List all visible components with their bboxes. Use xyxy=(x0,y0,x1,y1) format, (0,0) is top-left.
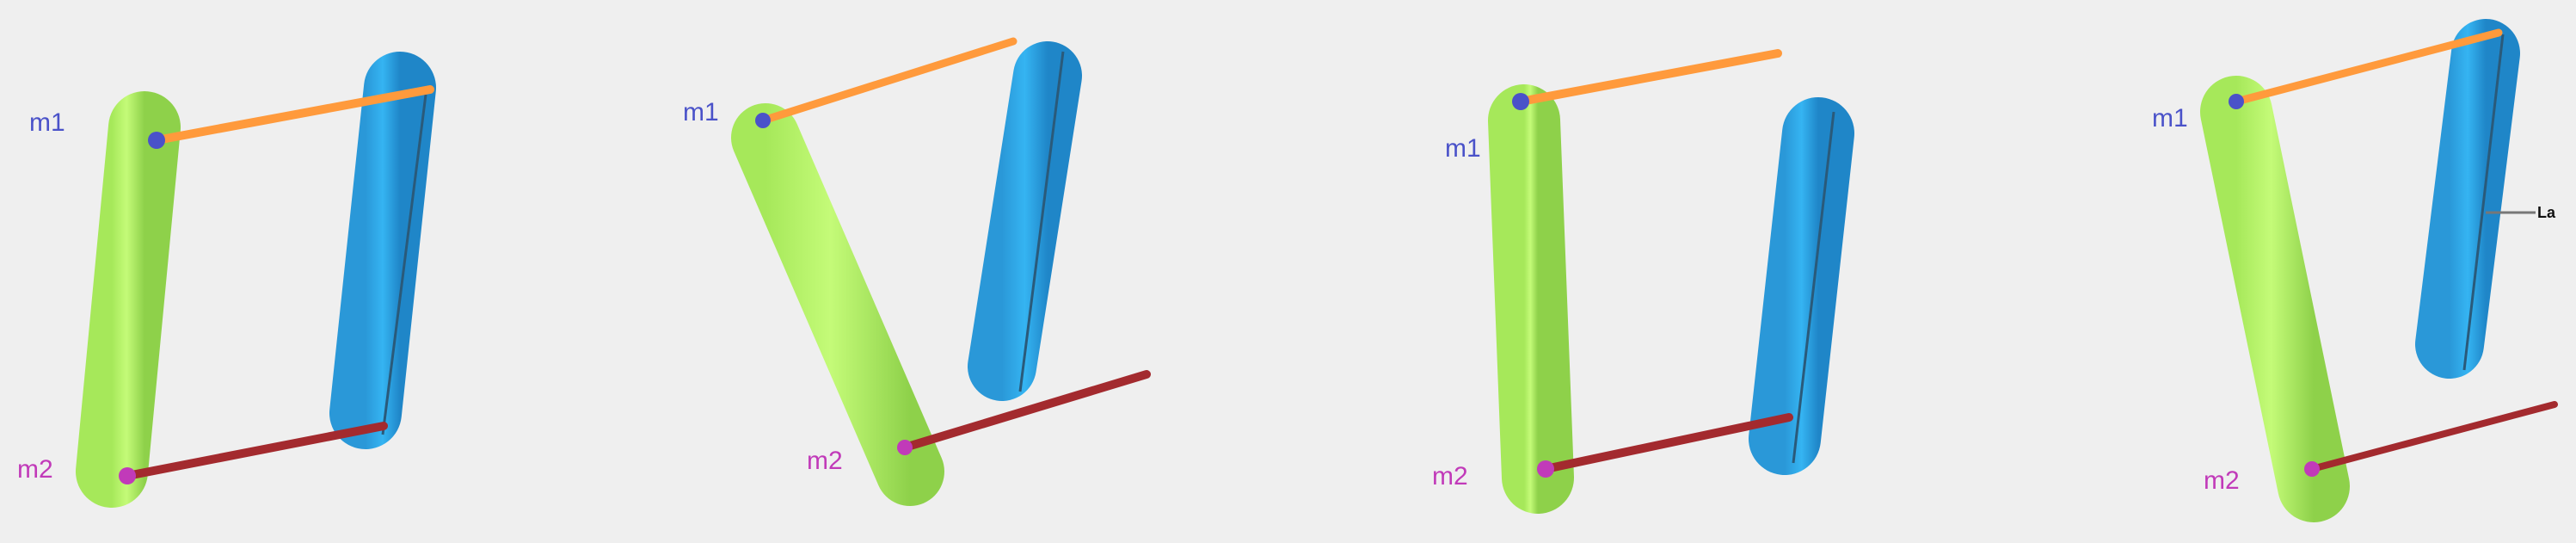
m1-joint xyxy=(755,113,771,128)
blue-link-edge xyxy=(1792,111,1835,464)
m1-label: m1 xyxy=(683,98,719,126)
m1-label: m1 xyxy=(1445,134,1481,163)
m1-joint xyxy=(2229,94,2244,109)
m2-label: m2 xyxy=(17,455,53,484)
red-rod xyxy=(123,422,388,480)
orange-rod xyxy=(2232,28,2503,106)
m1-label: m1 xyxy=(2152,104,2188,133)
m1-joint xyxy=(148,132,165,149)
red-rod xyxy=(2309,401,2558,472)
blue-link xyxy=(2415,19,2520,379)
panel-2: m1 m2 xyxy=(683,37,1151,506)
red-rod xyxy=(901,370,1151,452)
la-label: La xyxy=(2537,204,2556,221)
blue-link xyxy=(968,41,1082,401)
m2-joint xyxy=(2304,461,2320,477)
m2-label: m2 xyxy=(807,447,843,475)
green-link xyxy=(1488,84,1574,514)
blue-link-edge xyxy=(2462,34,2505,371)
blue-link xyxy=(329,52,436,449)
green-link xyxy=(76,91,181,508)
m1-joint xyxy=(1512,93,1529,110)
orange-rod xyxy=(152,85,434,145)
green-link xyxy=(2200,76,2350,522)
m2-joint xyxy=(119,467,136,484)
green-link xyxy=(731,103,944,506)
panel-3: m1 m2 xyxy=(1432,49,1854,514)
orange-rod xyxy=(759,37,1017,125)
blue-link-edge xyxy=(1018,51,1065,392)
m2-joint xyxy=(1537,460,1554,478)
m2-joint xyxy=(897,440,913,455)
m1-label: m1 xyxy=(29,108,65,137)
panel-1: m1 m2 xyxy=(17,52,436,508)
blue-link xyxy=(1749,97,1854,475)
m2-label: m2 xyxy=(1432,462,1468,491)
red-rod xyxy=(1541,413,1793,473)
blue-link-edge xyxy=(381,94,427,435)
m2-label: m2 xyxy=(2204,466,2240,495)
panel-4: m1 m2 La xyxy=(2152,19,2558,522)
orange-rod xyxy=(1516,49,1782,106)
